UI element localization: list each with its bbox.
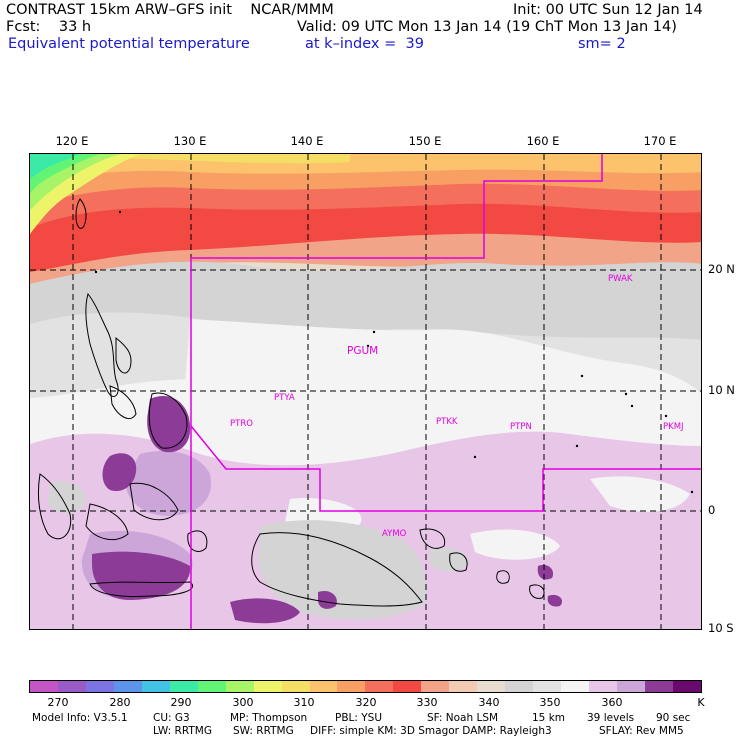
colorbar-label: 270: [47, 696, 69, 709]
colorbar-label: 320: [355, 696, 377, 709]
diff-damp-info: DIFF: simple KM: 3D Smagor DAMP: Rayleig…: [310, 725, 552, 737]
colorbar-label: 330: [416, 696, 438, 709]
colorbar-swatch: [85, 681, 114, 692]
colorbar-swatch: [561, 681, 590, 692]
map-panel[interactable]: PWAK PGUM PTYA PTRO PTKK PTPN PKMJ AYMO: [29, 153, 702, 630]
colorbar-swatch: [533, 681, 562, 692]
colorbar-label: 280: [109, 696, 131, 709]
lat-label: 0: [708, 503, 716, 517]
colorbar-swatch: [617, 681, 645, 692]
colorbar-swatch: [57, 681, 86, 692]
colorbar-swatch: [589, 681, 618, 692]
lon-label: 150 E: [408, 134, 442, 148]
lat-label: 10 N: [708, 383, 735, 397]
lw-scheme: LW: RRTMG: [153, 725, 212, 737]
sw-scheme: SW: RRTMG: [233, 725, 294, 737]
station-label: PWAK: [608, 274, 633, 284]
colorbar-swatch: [477, 681, 506, 692]
region-boundary: [190, 154, 701, 629]
colorbar-swatch: [281, 681, 310, 692]
colorbar-label: 360: [601, 696, 623, 709]
station-label: PTYA: [274, 393, 295, 403]
colorbar-unit: K: [697, 696, 705, 709]
model-info: Model Info: V3.5.1: [32, 712, 128, 724]
colorbar-label: 350: [539, 696, 561, 709]
lon-label: 140 E: [290, 134, 324, 148]
theta-e-field: [30, 154, 701, 629]
station-label: PTRO: [230, 419, 253, 429]
station-label: PGUM: [347, 345, 379, 357]
colorbar-swatch: [672, 681, 701, 692]
colorbar-swatch: [365, 681, 394, 692]
colorbar-swatch: [169, 681, 198, 692]
colorbar-swatch: [30, 681, 58, 692]
colorbar-swatch: [505, 681, 534, 692]
station-label: PTKK: [436, 417, 458, 427]
resolution: 15 km: [532, 712, 566, 724]
valid-time: Valid: 09 UTC Mon 13 Jan 14 (19 ChT Mon …: [297, 19, 677, 35]
level-info: at k–index = 39: [305, 36, 424, 52]
colorbar-swatch: [421, 681, 450, 692]
colorbar-swatch: [141, 681, 170, 692]
lon-label: 130 E: [173, 134, 207, 148]
colorbar-swatch: [449, 681, 478, 692]
colorbar-swatch: [393, 681, 422, 692]
station-label: PKMJ: [663, 422, 684, 432]
lon-label: 160 E: [526, 134, 560, 148]
lon-label: 170 E: [643, 134, 677, 148]
levels: 39 levels: [587, 712, 635, 724]
smoothing-info: sm= 2: [578, 36, 626, 52]
colorbar-label: 340: [478, 696, 500, 709]
colorbar-swatch: [113, 681, 142, 692]
colorbar-swatch: [644, 681, 673, 692]
colorbar-label: 300: [232, 696, 254, 709]
station-label: PTPN: [510, 422, 532, 432]
mp-scheme: MP: Thompson: [230, 712, 308, 724]
colorbar-label: 290: [170, 696, 192, 709]
sflay-scheme: SFLAY: Rev MM5: [599, 725, 684, 737]
lat-label: 20 N: [708, 262, 735, 276]
lon-label: 120 E: [55, 134, 89, 148]
colorbar-label: 310: [293, 696, 315, 709]
field-name: Equivalent potential temperature: [8, 36, 250, 52]
colorbar-swatch: [197, 681, 226, 692]
colorbar-swatch: [337, 681, 366, 692]
pbl-scheme: PBL: YSU: [335, 712, 383, 724]
latlon-grid: [30, 154, 701, 629]
colorbar-swatch: [225, 681, 254, 692]
colorbar-swatch: [309, 681, 338, 692]
colorbar: [29, 680, 702, 693]
colorbar-swatch: [253, 681, 282, 692]
init-time: Init: 00 UTC Sun 12 Jan 14: [513, 2, 703, 18]
lat-label: 10 S: [708, 621, 734, 635]
forecast-hour: Fcst: 33 h: [6, 19, 92, 35]
coastlines: [37, 198, 545, 607]
cu-scheme: CU: G3: [153, 712, 190, 724]
model-title: CONTRAST 15km ARW–GFS init NCAR/MMM: [6, 2, 334, 18]
station-label: AYMO: [382, 529, 407, 539]
timestep: 90 sec: [656, 712, 691, 724]
sf-scheme: SF: Noah LSM: [427, 712, 499, 724]
